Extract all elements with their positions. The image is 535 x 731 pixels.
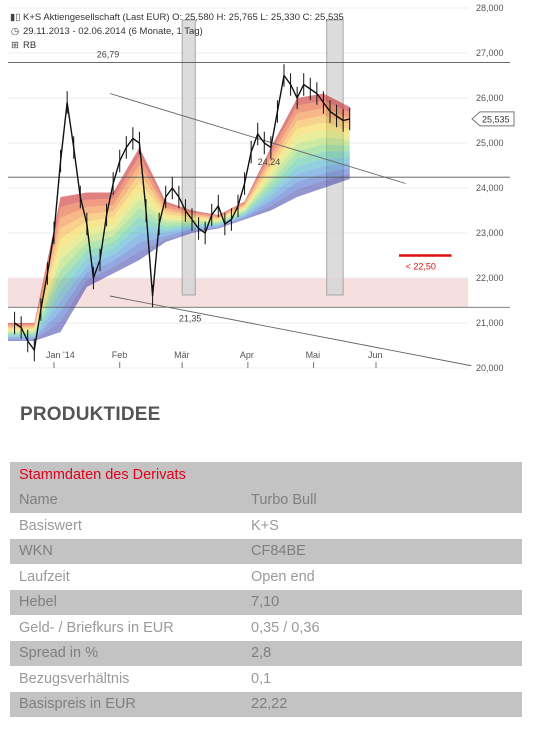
x-tick-label: Mär	[174, 350, 190, 360]
level-label-mid: 24,24	[258, 157, 281, 167]
y-tick-label: 21,000	[476, 318, 504, 328]
table-row: Bezugsverhältnis 0,1	[10, 666, 522, 692]
chart-indicator-text: RB	[23, 40, 37, 51]
x-tick-label: Apr	[240, 350, 254, 360]
price-line	[14, 73, 350, 352]
ribbon-band	[8, 173, 350, 341]
table-row: Basiswert K+S	[10, 513, 522, 539]
row-value: K+S	[251, 517, 279, 534]
row-value: 0,35 / 0,36	[251, 619, 320, 636]
table-row: Hebel 7,10	[10, 589, 522, 615]
chart-canvas: 20,000 21,000 22,000 23,000 24,000 25,000 26,0…	[8, 3, 515, 373]
table-heading: Stammdaten des Derivats	[19, 466, 186, 483]
chart-header-indicator: ⊞ RB	[10, 40, 36, 51]
y-tick-label: 28,000	[476, 3, 504, 13]
x-tick-label: Jan '14	[46, 350, 75, 360]
table-row: WKN CF84BE	[10, 538, 522, 564]
candlestick-icon: ▮▯	[10, 12, 21, 23]
y-tick-label: 24,000	[476, 183, 504, 193]
derivative-data-table: Stammdaten des Derivats Name Turbo Bull …	[10, 462, 522, 717]
ribbon-band	[8, 137, 350, 333]
chart-header-quote: ▮▯ K+S Aktiengesellschaft (Last EUR) O: 2…	[10, 12, 344, 23]
last-price-tag	[471, 111, 515, 127]
row-label: Hebel	[19, 594, 57, 611]
chart-period-text: 29.11.2013 - 02.06.2014 (6 Monate, 1 Tag…	[23, 26, 203, 37]
row-value: Open end	[251, 568, 315, 585]
ribbon-band	[8, 108, 350, 328]
table-row: Name Turbo Bull	[10, 487, 522, 513]
x-tick-label: Feb	[112, 350, 128, 360]
ribbon-band	[8, 115, 350, 329]
section-title: PRODUKTIDEE	[20, 404, 161, 425]
ribbon-band	[8, 144, 350, 335]
stop-label: < 22,50	[406, 262, 436, 272]
table-row: Geld- / Briefkurs in EUR 0,35 / 0,36	[10, 615, 522, 641]
shaded-period	[181, 19, 196, 296]
trendline	[109, 295, 472, 367]
row-label: Name	[19, 492, 58, 509]
y-tick-label: 23,000	[476, 228, 504, 238]
ribbon-icon: ⊞	[11, 40, 19, 51]
table-heading-row: Stammdaten des Derivats	[10, 462, 522, 488]
row-value: Turbo Bull	[251, 492, 317, 509]
row-label: Basispreis in EUR	[19, 696, 136, 713]
row-label: Spread in %	[19, 645, 98, 662]
price-chart: 20,000 21,000 22,000 23,000 24,000 25,000 26,0…	[8, 3, 515, 373]
row-value: CF84BE	[251, 543, 306, 560]
row-label: Laufzeit	[19, 568, 70, 585]
table-row: Spread in % 2,8	[10, 640, 522, 666]
y-tick-label: 25,000	[476, 138, 504, 148]
row-value: 7,10	[251, 594, 280, 611]
chart-header-period: ◷ 29.11.2013 - 02.06.2014 (6 Monate, 1 Ta…	[10, 26, 203, 37]
x-tick-label: Mai	[306, 350, 321, 360]
level-label-low: 21,35	[179, 313, 202, 323]
clock-icon: ◷	[10, 26, 20, 37]
row-label: Basiswert	[19, 517, 82, 534]
row-value: 2,8	[251, 645, 272, 662]
y-tick-label: 27,000	[476, 48, 504, 58]
chart-quote-text: K+S Aktiengesellschaft (Last EUR) O: 25,…	[23, 12, 344, 23]
row-label: Geld- / Briefkurs in EUR	[19, 619, 174, 636]
y-tick-label: 22,000	[476, 273, 504, 283]
y-tick-label: 20,000	[476, 363, 504, 373]
row-value: 22,22	[251, 696, 288, 713]
y-tick-label: 26,000	[476, 93, 504, 103]
row-label: WKN	[19, 543, 53, 560]
x-tick-label: Jun	[368, 350, 383, 360]
table-row: Basispreis in EUR 22,22	[10, 691, 522, 717]
row-label: Bezugsverhältnis	[19, 670, 130, 687]
last-price-label: 25,535	[482, 114, 510, 124]
level-label-high: 26,79	[97, 49, 120, 59]
table-row: Laufzeit Open end	[10, 564, 522, 590]
row-value: 0,1	[251, 670, 272, 687]
